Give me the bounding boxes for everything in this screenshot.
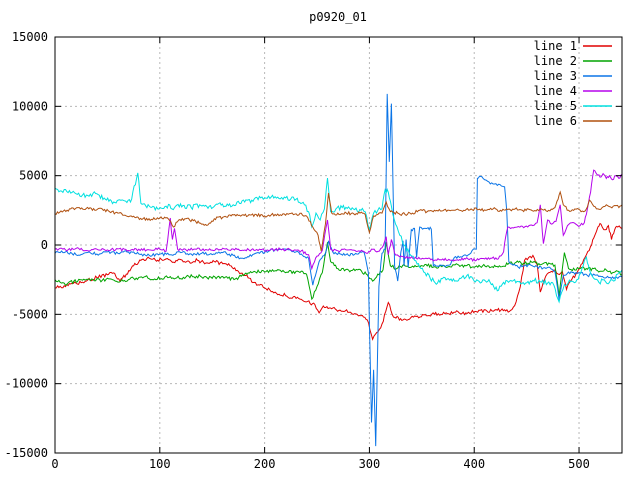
series-line-5: [54, 172, 623, 304]
y-tick-label: 15000: [12, 30, 48, 44]
legend-label-3: line 3: [534, 69, 577, 83]
y-tick-label: 5000: [19, 169, 48, 183]
legend-label-5: line 5: [534, 99, 577, 113]
legend-label-6: line 6: [534, 114, 577, 128]
y-tick-label: -5000: [12, 307, 48, 321]
series-line-3: [54, 93, 623, 447]
y-tick-label: -10000: [5, 377, 48, 391]
series-line-4: [54, 169, 623, 271]
series-line-2: [54, 242, 623, 301]
x-tick-label: 0: [51, 457, 58, 471]
label-layer: 0 100 200 300 400 500 -15000 -10000 -5000 0 5000 10…: [5, 30, 590, 471]
y-tick-label: 0: [41, 238, 48, 252]
series-line-1: [54, 222, 623, 341]
x-tick-label: 400: [463, 457, 485, 471]
x-tick-label: 300: [359, 457, 381, 471]
axis-layer: [54, 36, 623, 454]
series-line-6: [54, 190, 623, 252]
x-tick-label: 200: [254, 457, 276, 471]
y-tick-label: -15000: [5, 446, 48, 460]
legend-label-1: line 1: [534, 39, 577, 53]
x-tick-label: 100: [149, 457, 171, 471]
x-tick-label: 500: [568, 457, 590, 471]
series-layer: [54, 93, 623, 447]
chart-title: p0920_01: [309, 10, 367, 24]
y-tick-label: 10000: [12, 99, 48, 113]
legend-label-2: line 2: [534, 54, 577, 68]
legend-label-4: line 4: [534, 84, 577, 98]
